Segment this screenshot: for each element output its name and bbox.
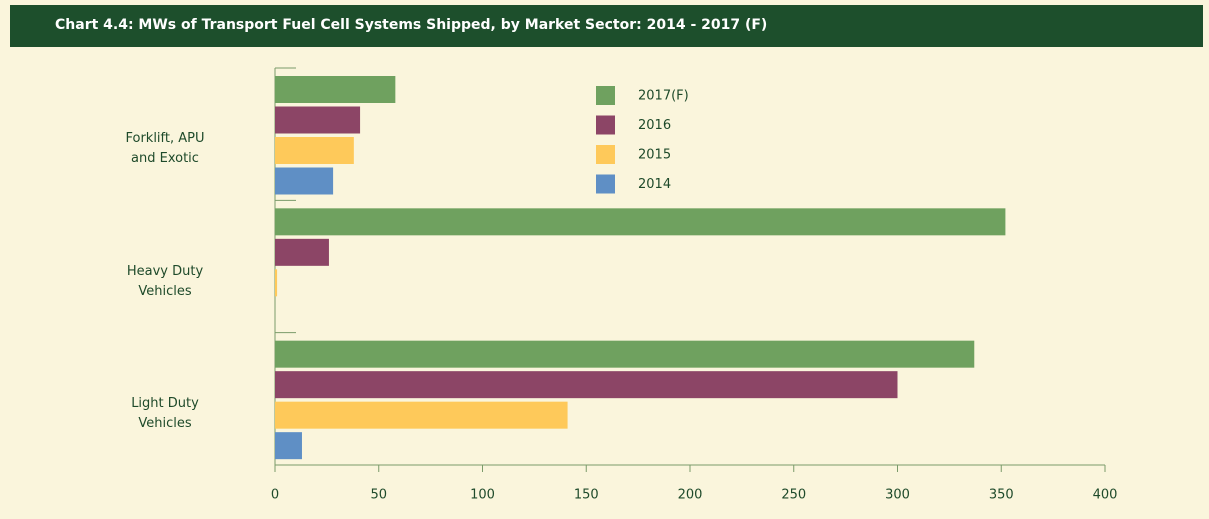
x-tick-label: 100 xyxy=(470,488,495,503)
legend-label: 2016 xyxy=(638,118,671,133)
legend-swatch xyxy=(596,174,615,194)
bar xyxy=(275,340,975,368)
bar xyxy=(275,371,898,399)
legend-label: 2015 xyxy=(638,148,671,163)
chart-title: Chart 4.4: MWs of Transport Fuel Cell Sy… xyxy=(55,17,768,33)
legend-swatch xyxy=(596,145,615,164)
x-tick-label: 300 xyxy=(885,488,910,503)
bar xyxy=(275,106,361,134)
bar xyxy=(275,137,354,164)
bar xyxy=(275,269,278,297)
bar xyxy=(275,401,568,429)
x-tick-label: 200 xyxy=(678,488,703,503)
bar xyxy=(275,167,334,195)
x-tick-label: 250 xyxy=(781,488,806,503)
x-tick-label: 400 xyxy=(1093,488,1118,503)
y-category-label: Forklift, APU and Exotic xyxy=(125,131,205,167)
bar xyxy=(275,208,1006,236)
x-tick-label: 0 xyxy=(271,488,279,503)
legend-label: 2017(F) xyxy=(638,89,689,104)
y-category-label: Heavy Duty Vehicles xyxy=(126,263,204,299)
x-tick-label: 350 xyxy=(989,488,1014,503)
bar xyxy=(275,432,302,460)
title-bar: Chart 4.4: MWs of Transport Fuel Cell Sy… xyxy=(10,5,1203,47)
bar xyxy=(275,238,329,266)
x-tick-label: 50 xyxy=(370,488,387,503)
x-tick-label: 150 xyxy=(574,488,599,503)
legend-label: 2014 xyxy=(638,177,671,192)
legend-swatch xyxy=(596,86,615,105)
y-category-label: Light Duty Vehicles xyxy=(131,395,199,431)
bar xyxy=(275,76,396,103)
legend-swatch xyxy=(596,115,615,135)
